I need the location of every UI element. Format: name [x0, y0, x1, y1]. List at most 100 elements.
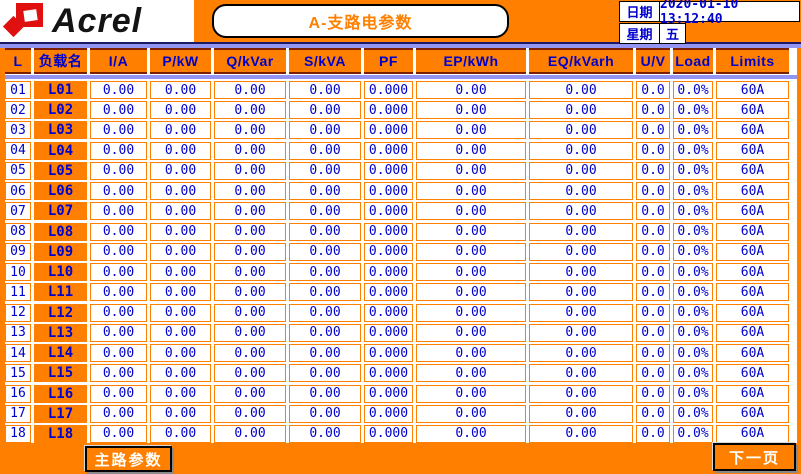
cell-limits: 60A — [716, 384, 789, 403]
cell-ep-kwh: 0.00 — [416, 424, 526, 443]
cell-u-v: 0.0 — [636, 182, 670, 201]
main-circuit-params-button[interactable]: 主路参数 — [85, 446, 172, 472]
cell-eq-kvarh: 0.00 — [529, 81, 633, 99]
cell-limits: 60A — [716, 283, 789, 302]
cell-ep-kwh: 0.00 — [416, 202, 526, 221]
table-body: 01 L01 0.00 0.00 0.00 0.00 0.000 0.00 0.00 0.0 0.0… — [5, 81, 797, 443]
cell-ep-kwh: 0.00 — [416, 81, 526, 99]
cell-pf: 0.000 — [364, 404, 413, 423]
cell-load: 0.0% — [673, 101, 713, 120]
cell-p-kw: 0.00 — [150, 202, 211, 221]
row-number: 12 — [5, 303, 31, 322]
load-name: L15 — [34, 364, 87, 383]
cell-limits: 60A — [716, 182, 789, 201]
cell-limits: 60A — [716, 101, 789, 120]
top-divider — [0, 42, 801, 48]
datetime-panel: 日期 2020-01-10 13:12:40 星期 五 — [619, 0, 801, 45]
cell-ep-kwh: 0.00 — [416, 141, 526, 160]
cell-i-a: 0.00 — [90, 81, 147, 99]
cell-q-kvar: 0.00 — [214, 424, 286, 443]
load-name: L03 — [34, 121, 87, 140]
cell-u-v: 0.0 — [636, 263, 670, 282]
load-name: L01 — [34, 81, 87, 99]
cell-limits: 60A — [716, 344, 789, 363]
cell-load: 0.0% — [673, 182, 713, 201]
cell-load: 0.0% — [673, 141, 713, 160]
table-row: 08 L08 0.00 0.00 0.00 0.00 0.000 0.00 0.00 0.0 0.0… — [5, 222, 797, 241]
cell-pf: 0.000 — [364, 222, 413, 241]
cell-pf: 0.000 — [364, 344, 413, 363]
column-header-1: 负载名 — [34, 48, 87, 74]
table-row: 11 L11 0.00 0.00 0.00 0.00 0.000 0.00 0.00 0.0 0.0… — [5, 283, 797, 302]
cell-load: 0.0% — [673, 344, 713, 363]
column-header-0: L — [5, 48, 31, 74]
cell-p-kw: 0.00 — [150, 81, 211, 99]
cell-ep-kwh: 0.00 — [416, 161, 526, 180]
column-header-2: I/A — [90, 48, 147, 74]
cell-load: 0.0% — [673, 263, 713, 282]
table-row: 15 L15 0.00 0.00 0.00 0.00 0.000 0.00 0.00 0.0 0.0… — [5, 364, 797, 383]
cell-p-kw: 0.00 — [150, 242, 211, 261]
cell-u-v: 0.0 — [636, 202, 670, 221]
row-number: 01 — [5, 81, 31, 99]
page-title: A-支路电参数 — [212, 4, 509, 38]
cell-p-kw: 0.00 — [150, 101, 211, 120]
table-row: 02 L02 0.00 0.00 0.00 0.00 0.000 0.00 0.00 0.0 0.0… — [5, 101, 797, 120]
table-row: 09 L09 0.00 0.00 0.00 0.00 0.000 0.00 0.00 0.0 0.0… — [5, 242, 797, 261]
row-number: 15 — [5, 364, 31, 383]
cell-q-kvar: 0.00 — [214, 161, 286, 180]
cell-q-kvar: 0.00 — [214, 384, 286, 403]
row-number: 10 — [5, 263, 31, 282]
cell-limits: 60A — [716, 242, 789, 261]
cell-i-a: 0.00 — [90, 242, 147, 261]
cell-i-a: 0.00 — [90, 424, 147, 443]
table-row: 18 L18 0.00 0.00 0.00 0.00 0.000 0.00 0.00 0.0 0.0… — [5, 424, 797, 443]
cell-q-kvar: 0.00 — [214, 242, 286, 261]
cell-pf: 0.000 — [364, 141, 413, 160]
acrel-logo-icon — [2, 1, 50, 41]
cell-q-kvar: 0.00 — [214, 303, 286, 322]
row-number: 13 — [5, 323, 31, 342]
cell-s-kva: 0.00 — [289, 81, 361, 99]
column-header-4: Q/kVar — [214, 48, 286, 74]
column-header-5: S/kVA — [289, 48, 361, 74]
cell-i-a: 0.00 — [90, 121, 147, 140]
week-label: 星期 — [619, 23, 660, 44]
cell-limits: 60A — [716, 323, 789, 342]
cell-eq-kvarh: 0.00 — [529, 303, 633, 322]
cell-pf: 0.000 — [364, 81, 413, 99]
header-divider — [5, 74, 797, 81]
cell-eq-kvarh: 0.00 — [529, 101, 633, 120]
cell-load: 0.0% — [673, 121, 713, 140]
cell-pf: 0.000 — [364, 242, 413, 261]
cell-limits: 60A — [716, 161, 789, 180]
cell-limits: 60A — [716, 424, 789, 443]
load-name: L12 — [34, 303, 87, 322]
cell-p-kw: 0.00 — [150, 303, 211, 322]
cell-i-a: 0.00 — [90, 101, 147, 120]
cell-pf: 0.000 — [364, 424, 413, 443]
next-page-button[interactable]: 下一页 — [713, 443, 796, 471]
cell-q-kvar: 0.00 — [214, 182, 286, 201]
table-row: 01 L01 0.00 0.00 0.00 0.00 0.000 0.00 0.00 0.0 0.0… — [5, 81, 797, 99]
cell-i-a: 0.00 — [90, 202, 147, 221]
load-name: L17 — [34, 404, 87, 423]
cell-eq-kvarh: 0.00 — [529, 384, 633, 403]
cell-limits: 60A — [716, 202, 789, 221]
load-name: L13 — [34, 323, 87, 342]
cell-ep-kwh: 0.00 — [416, 242, 526, 261]
cell-q-kvar: 0.00 — [214, 263, 286, 282]
cell-pf: 0.000 — [364, 161, 413, 180]
cell-eq-kvarh: 0.00 — [529, 222, 633, 241]
cell-q-kvar: 0.00 — [214, 364, 286, 383]
cell-eq-kvarh: 0.00 — [529, 121, 633, 140]
column-header-6: PF — [364, 48, 413, 74]
column-header-11: Limits — [716, 48, 789, 74]
cell-eq-kvarh: 0.00 — [529, 141, 633, 160]
cell-eq-kvarh: 0.00 — [529, 364, 633, 383]
cell-ep-kwh: 0.00 — [416, 364, 526, 383]
table-row: 06 L06 0.00 0.00 0.00 0.00 0.000 0.00 0.00 0.0 0.0… — [5, 182, 797, 201]
bottom-bar: 主路参数 下一页 — [0, 443, 801, 474]
cell-u-v: 0.0 — [636, 141, 670, 160]
brand-text: Acrel — [52, 2, 143, 40]
